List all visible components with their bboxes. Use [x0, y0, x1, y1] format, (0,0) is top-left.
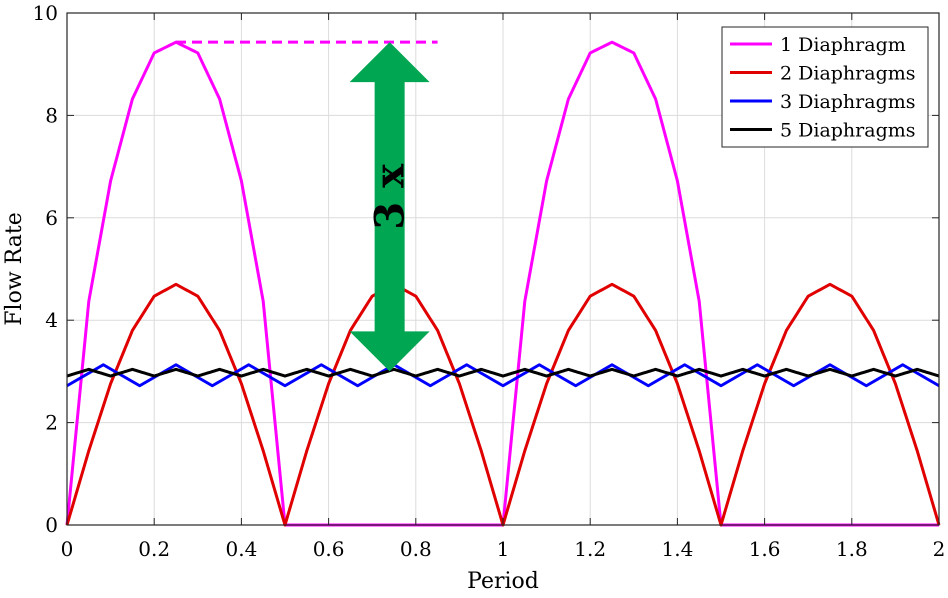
axis-ticks: 0 0.2 0.4 0.6 0.8 1 1.2 1.4 1.6 1.8 2 0 2 4 6 8 10	[33, 1, 946, 561]
arrow-label: 3 x	[367, 163, 414, 230]
x-tick-label: 1.2	[574, 537, 606, 561]
legend-label: 5 Diaphragms	[780, 120, 916, 142]
x-tick-label: 0.6	[313, 537, 345, 561]
legend: 1 Diaphragm 2 Diaphragms 3 Diaphragms 5 Dia…	[721, 26, 929, 148]
series-line-3-diaphragms	[66, 363, 940, 388]
y-axis-title: Flow Rate	[2, 212, 27, 325]
x-tick-label: 1	[497, 537, 510, 561]
x-axis-title: Period	[467, 569, 539, 593]
y-tick-label: 0	[45, 513, 58, 537]
annotations: 3 x	[176, 40, 438, 372]
double-arrow-icon	[349, 42, 430, 372]
legend-box	[721, 26, 929, 148]
x-tick-label: 0	[61, 537, 74, 561]
y-tick-label: 10	[33, 1, 58, 25]
x-tick-label: 0.4	[225, 537, 257, 561]
y-tick-label: 8	[45, 103, 58, 127]
legend-label: 1 Diaphragm	[780, 34, 906, 56]
y-tick-label: 2	[45, 411, 58, 435]
x-tick-label: 1.6	[749, 537, 781, 561]
x-tick-label: 1.8	[836, 537, 868, 561]
x-tick-label: 0.8	[400, 537, 432, 561]
y-tick-label: 6	[45, 206, 58, 230]
x-tick-label: 0.2	[138, 537, 170, 561]
legend-label: 3 Diaphragms	[780, 91, 916, 113]
legend-label: 2 Diaphragms	[780, 63, 916, 85]
series-line-5-diaphragms	[66, 367, 940, 378]
y-tick-label: 4	[45, 308, 58, 332]
x-tick-label: 2	[933, 537, 946, 561]
x-tick-label: 1.4	[661, 537, 693, 561]
